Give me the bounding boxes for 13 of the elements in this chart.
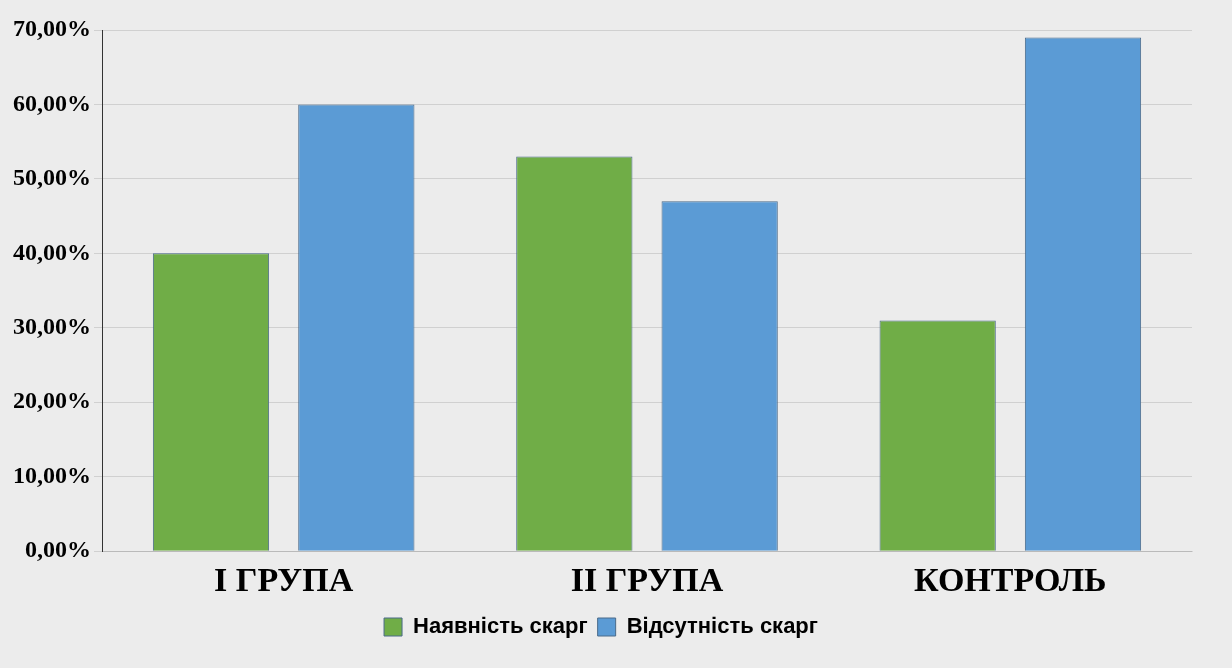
x-tick-label: II ГРУПА: [570, 561, 724, 599]
y-tick-label: 50,00%: [13, 164, 91, 191]
x-tick-label: КОНТРОЛЬ: [914, 561, 1107, 599]
y-tick-label: 0,00%: [25, 536, 91, 563]
y-tick-label: 30,00%: [13, 313, 91, 340]
legend-label: Відсутність скарг: [626, 613, 818, 639]
y-tick-label: 70,00%: [13, 15, 91, 42]
x-tick-label: I ГРУПА: [214, 561, 354, 599]
y-tick-label: 10,00%: [13, 461, 91, 488]
legend-label: Наявність скарг: [413, 613, 588, 639]
y-tick-label: 60,00%: [13, 89, 91, 116]
y-tick-label: 20,00%: [13, 387, 91, 414]
y-tick-label: 40,00%: [13, 238, 91, 265]
